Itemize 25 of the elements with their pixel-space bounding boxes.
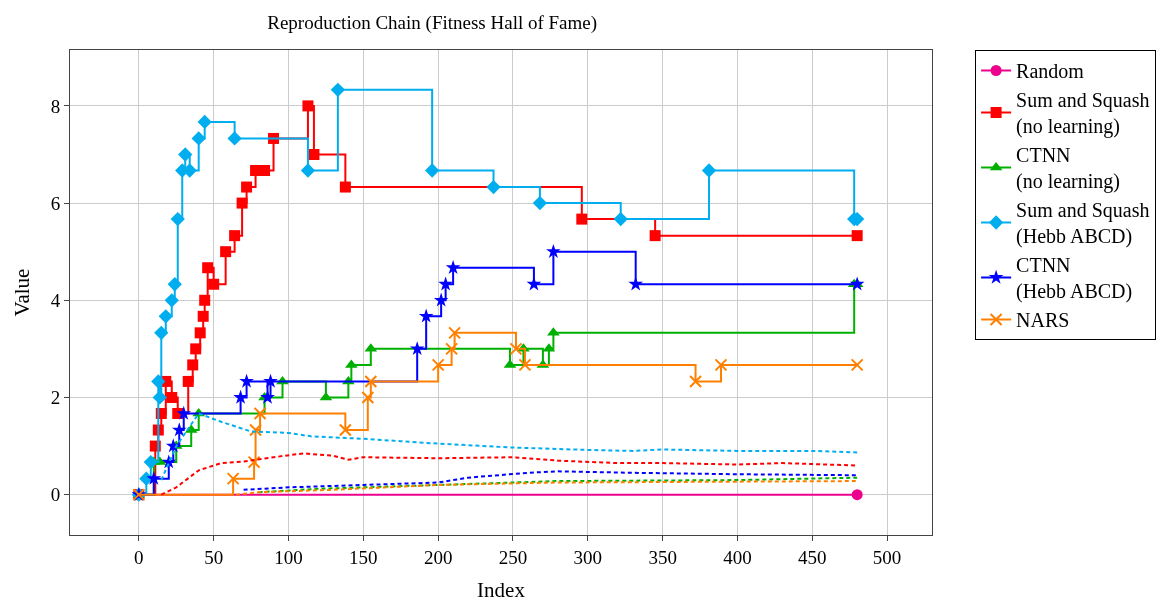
x-tick-label: 350 bbox=[648, 546, 677, 568]
x-tick-label: 100 bbox=[274, 546, 303, 568]
y-axis-title: Value bbox=[9, 268, 34, 317]
legend-label: CTNN (no learning) bbox=[1016, 144, 1120, 194]
legend-label: NARS bbox=[1016, 309, 1070, 332]
chart-title: Reproduction Chain (Fitness Hall of Fame) bbox=[267, 11, 598, 34]
legend-label: Sum and Squash (no learning) bbox=[1016, 89, 1150, 139]
x-tick-label: 200 bbox=[423, 546, 453, 568]
x-tick-label: 500 bbox=[872, 546, 902, 568]
x-tick-label: 400 bbox=[723, 546, 752, 568]
legend-label: Sum and Squash (Hebb ABCD) bbox=[1016, 199, 1150, 249]
legend-label: Random bbox=[1016, 60, 1085, 83]
x-axis-title: Index bbox=[477, 578, 526, 602]
legend-label: CTNN (Hebb ABCD) bbox=[1016, 254, 1133, 304]
x-tick-label: 150 bbox=[349, 546, 378, 568]
y-tick-label: 0 bbox=[50, 484, 61, 506]
y-tick-label: 6 bbox=[50, 192, 61, 214]
y-tick-label: 8 bbox=[50, 95, 61, 117]
y-tick-label: 2 bbox=[50, 387, 61, 409]
x-tick-label: 0 bbox=[134, 546, 144, 568]
x-tick-label: 450 bbox=[798, 546, 827, 568]
x-tick-label: 300 bbox=[573, 546, 603, 568]
x-tick-label: 50 bbox=[204, 546, 224, 568]
y-tick-label: 4 bbox=[50, 289, 61, 311]
x-tick-label: 250 bbox=[498, 546, 528, 568]
